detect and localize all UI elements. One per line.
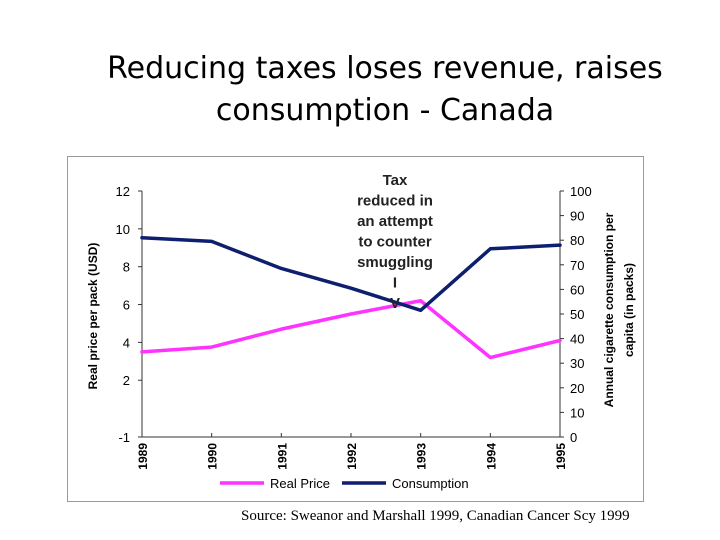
slide-title-line-2: consumption - Canada	[215, 93, 555, 128]
annotation-line: an attempt	[357, 213, 433, 230]
slide-title-line-1: Reducing taxes loses revenue, raises	[107, 51, 663, 86]
right-y-axis-title-line: capita (in packs)	[622, 263, 636, 357]
slide-title: Reducing taxes loses revenue, raises con…	[0, 48, 720, 132]
left-y-tick-label: 12	[116, 184, 130, 199]
x-tick-label: 1989	[136, 443, 150, 470]
right-y-tick-label: 0	[570, 430, 577, 445]
left-y-tick-label: 4	[123, 335, 130, 350]
annotation-line: reduced in	[357, 193, 433, 210]
right-y-tick-label: 20	[570, 381, 584, 396]
x-tick-label: 1993	[415, 443, 429, 470]
right-y-tick-label: 30	[570, 356, 584, 371]
legend-label-real-price: Real Price	[270, 476, 330, 491]
right-y-tick-label: 50	[570, 307, 584, 322]
right-y-tick-label: 80	[570, 233, 584, 248]
source-note: Source: Sweanor and Marshall 1999, Canad…	[241, 508, 630, 524]
legend-label-consumption: Consumption	[392, 476, 469, 491]
chart-frame: -1 2 4 6 8 10 12 0 10 20 30 40 50 60 70 80 90 100 1989 1990…	[67, 156, 644, 502]
x-tick-label: 1994	[484, 443, 498, 470]
annotation-line: V	[390, 295, 400, 312]
annotation-line: Tax	[383, 172, 408, 189]
x-tick-label: 1995	[554, 443, 568, 470]
right-y-tick-label: 60	[570, 282, 584, 297]
right-y-tick-label: 40	[570, 332, 584, 347]
left-y-tick-label: 10	[116, 222, 130, 237]
right-y-tick-label: 70	[570, 258, 584, 273]
left-y-tick-label: -1	[118, 430, 130, 445]
left-y-tick-label: 6	[123, 298, 130, 313]
left-y-axis-title: Real price per pack (USD)	[86, 243, 100, 390]
left-y-tick-label: 2	[123, 373, 130, 388]
series-line-consumption	[140, 235, 562, 313]
x-tick-label: 1991	[275, 443, 289, 470]
annotation-line: to counter	[358, 234, 431, 251]
line-chart: -1 2 4 6 8 10 12 0 10 20 30 40 50 60 70 80 90 100 1989 1990…	[86, 172, 636, 491]
x-tick-label: 1992	[345, 443, 359, 470]
annotation-line: I	[393, 275, 397, 292]
left-y-tick-label: 8	[123, 260, 130, 275]
right-y-tick-label: 90	[570, 209, 584, 224]
series-line-real-price	[140, 299, 562, 360]
right-y-tick-label: 10	[570, 405, 584, 420]
right-y-axis-title-line: Annual cigarette consumption per	[602, 212, 616, 407]
x-tick-label: 1990	[206, 443, 220, 470]
annotation-line: smuggling	[357, 254, 433, 271]
right-y-tick-label: 100	[570, 184, 592, 199]
